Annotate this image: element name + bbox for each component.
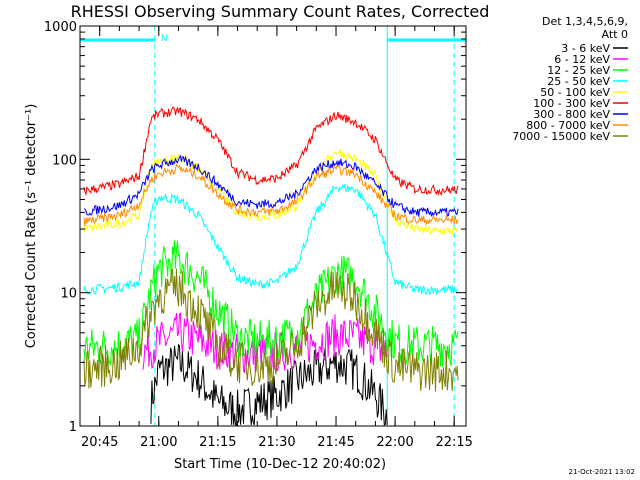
legend-label-8: 7000 - 15000 keV xyxy=(512,130,610,143)
y-axis-label: Corrected Count Rate (s⁻¹ detector⁻¹) xyxy=(24,104,39,349)
y-tick-label: 1 xyxy=(69,420,77,435)
x-tick-label: 22:15 xyxy=(435,435,472,450)
series-line-5 xyxy=(83,106,459,197)
legend-label-0: 3 - 6 keV xyxy=(561,42,610,55)
y-tick-label: 1000 xyxy=(44,20,77,35)
legend-label-7: 800 - 7000 keV xyxy=(526,119,610,132)
legend-label-4: 50 - 100 keV xyxy=(540,86,610,99)
series-line-4 xyxy=(83,148,459,236)
legend-label-3: 25 - 50 keV xyxy=(547,75,610,88)
x-axis-label: Start Time (10-Dec-12 20:40:02) xyxy=(174,457,386,472)
x-tick-label: 21:15 xyxy=(199,435,236,450)
legend-label-5: 100 - 300 keV xyxy=(533,97,610,110)
x-tick-label: 22:00 xyxy=(376,435,413,450)
legend-label-1: 6 - 12 keV xyxy=(554,53,610,66)
x-tick-label: 21:30 xyxy=(258,435,295,450)
x-tick-label: 21:45 xyxy=(317,435,354,450)
legend-label-6: 300 - 800 keV xyxy=(533,108,610,121)
plot-frame xyxy=(79,25,467,427)
series-line-7 xyxy=(83,163,459,227)
y-tick-label: 10 xyxy=(60,287,77,302)
series-line-8 xyxy=(83,268,459,392)
series-line-1 xyxy=(142,312,388,374)
series-line-6 xyxy=(83,154,459,217)
series-line-3 xyxy=(83,183,459,296)
legend-header-line-1: Det 1,3,4,5,6,9, xyxy=(542,15,628,28)
x-tick-label: 21:00 xyxy=(140,435,177,450)
chart-title: RHESSI Observing Summary Count Rates, Co… xyxy=(71,2,490,21)
footer-timestamp: 21-Oct-2021 13:02 xyxy=(569,468,635,476)
x-tick-label: 20:45 xyxy=(81,435,118,450)
flag-marker-label: N xyxy=(161,34,168,44)
series-line-0 xyxy=(150,343,388,426)
y-tick-label: 100 xyxy=(52,153,77,168)
legend-label-2: 12 - 25 keV xyxy=(547,64,610,77)
legend-header-line-2: Att 0 xyxy=(602,28,628,41)
